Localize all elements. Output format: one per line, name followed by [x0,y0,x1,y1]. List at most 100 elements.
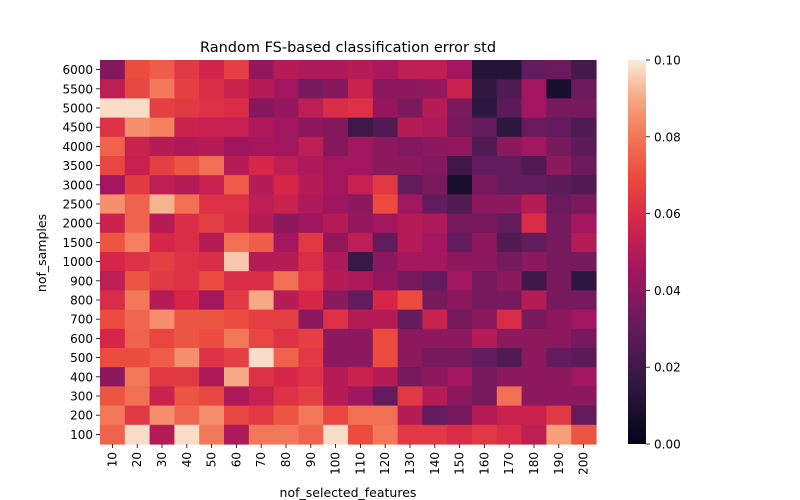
heatmap-cell [273,136,299,157]
y-tick-label: 1500 [62,236,93,250]
heatmap-cell [174,424,200,445]
heatmap-cell [571,60,597,80]
heatmap-cell [397,290,423,311]
heatmap-cell [248,405,275,426]
heatmap-cell [224,367,250,387]
x-tick-label: 50 [205,452,219,467]
heatmap-cell [174,175,200,195]
heatmap-cell [422,424,448,445]
heatmap-cell [100,117,126,138]
heatmap-cell [174,271,200,291]
heatmap-cell [571,194,597,215]
heatmap-cell [546,252,572,272]
heatmap-cell [472,328,498,349]
heatmap-cell [348,271,374,291]
heatmap-cell [199,348,225,368]
heatmap-cell [149,156,175,176]
heatmap-cell [348,79,374,99]
heatmap-cell [323,367,349,387]
heatmap-cell [348,232,374,253]
heatmap-cell [149,117,175,138]
heatmap-cell [124,117,151,138]
heatmap-cell [124,136,151,157]
heatmap-cell [422,386,448,407]
heatmap-cell [224,252,250,272]
heatmap-cell [372,117,399,138]
heatmap-cell [224,79,250,99]
heatmap-cell [571,79,597,99]
heatmap-cell [496,367,523,387]
heatmap-cell [199,367,225,387]
heatmap-cell [521,405,547,426]
heatmap-cell [100,386,126,407]
heatmap-cell [149,348,175,368]
heatmap-cell [199,386,225,407]
heatmap-cell [496,156,523,176]
x-tick-label: 80 [279,452,293,467]
heatmap-cell [348,290,374,311]
x-axis-label: nof_selected_features [280,485,417,500]
heatmap-cell [323,386,349,407]
y-tick-label: 4000 [62,140,93,154]
heatmap-cell [199,328,225,349]
heatmap-cell [571,156,597,176]
heatmap-cell [348,386,374,407]
heatmap-cell [174,348,200,368]
heatmap-cell [496,252,523,272]
y-tick-label: 2500 [62,198,93,212]
heatmap-cell [571,424,597,445]
heatmap-cell [521,424,547,445]
heatmap-cell [348,252,374,272]
heatmap-cell [372,213,399,234]
heatmap-cell [348,405,374,426]
heatmap-cell [521,156,547,176]
heatmap-cell [100,424,126,445]
heatmap-cell [174,252,200,272]
heatmap-cell [124,405,151,426]
heatmap-cell [521,194,547,215]
y-tick-label: 700 [70,313,93,327]
heatmap-cell [224,98,250,119]
heatmap-cell [298,213,324,234]
heatmap-cell [174,309,200,330]
heatmap-cell [273,79,299,99]
y-tick-label: 300 [70,390,93,404]
heatmap-cell [224,175,250,195]
heatmap-cell [496,194,523,215]
heatmap-cell [571,271,597,291]
heatmap-cell [496,424,523,445]
heatmap-cell [521,175,547,195]
heatmap-cell [298,424,324,445]
x-tick-label: 30 [155,452,169,467]
heatmap-cell [273,232,299,253]
heatmap-cell [372,386,399,407]
heatmap-cell [447,290,473,311]
heatmap-cell [472,156,498,176]
heatmap-cell [149,252,175,272]
heatmap-cell [298,175,324,195]
heatmap-cell [199,79,225,99]
y-tick-label: 800 [70,294,93,308]
heatmap-cell [571,98,597,119]
heatmap-cell [422,98,448,119]
x-tick-label: 60 [229,452,243,467]
heatmap-cell [224,348,250,368]
heatmap-cell [323,328,349,349]
heatmap-cell [273,424,299,445]
heatmap-cell [100,252,126,272]
heatmap-cell [397,194,423,215]
heatmap-cell [447,175,473,195]
y-tick-label: 200 [70,409,93,423]
colorbar [628,60,646,444]
heatmap-cell [273,213,299,234]
heatmap-cell [422,290,448,311]
x-tick-label: 170 [502,452,516,475]
heatmap-cell [546,405,572,426]
heatmap-cell [348,98,374,119]
heatmap-cells [100,60,597,445]
heatmap-cell [472,405,498,426]
heatmap-cell [447,386,473,407]
heatmap-cell [100,213,126,234]
heatmap-cell [571,232,597,253]
